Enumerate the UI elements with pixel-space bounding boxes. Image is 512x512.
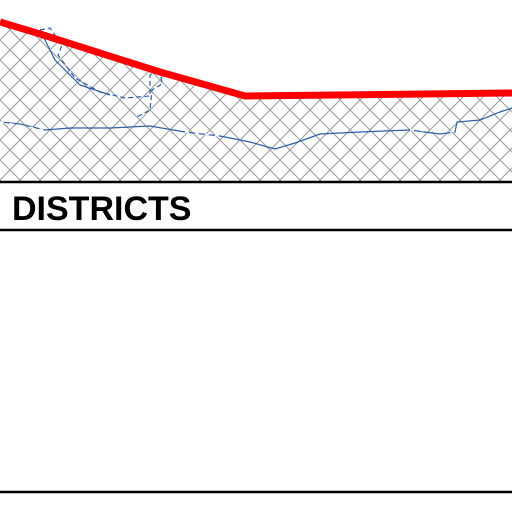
legend-title: DISTRICTS	[12, 190, 191, 228]
boundary-dashed	[39, 27, 163, 119]
boundary-gap	[0, 121, 456, 137]
highlight-route	[0, 18, 512, 100]
district-boundary	[0, 107, 512, 150]
boundary	[39, 29, 111, 96]
